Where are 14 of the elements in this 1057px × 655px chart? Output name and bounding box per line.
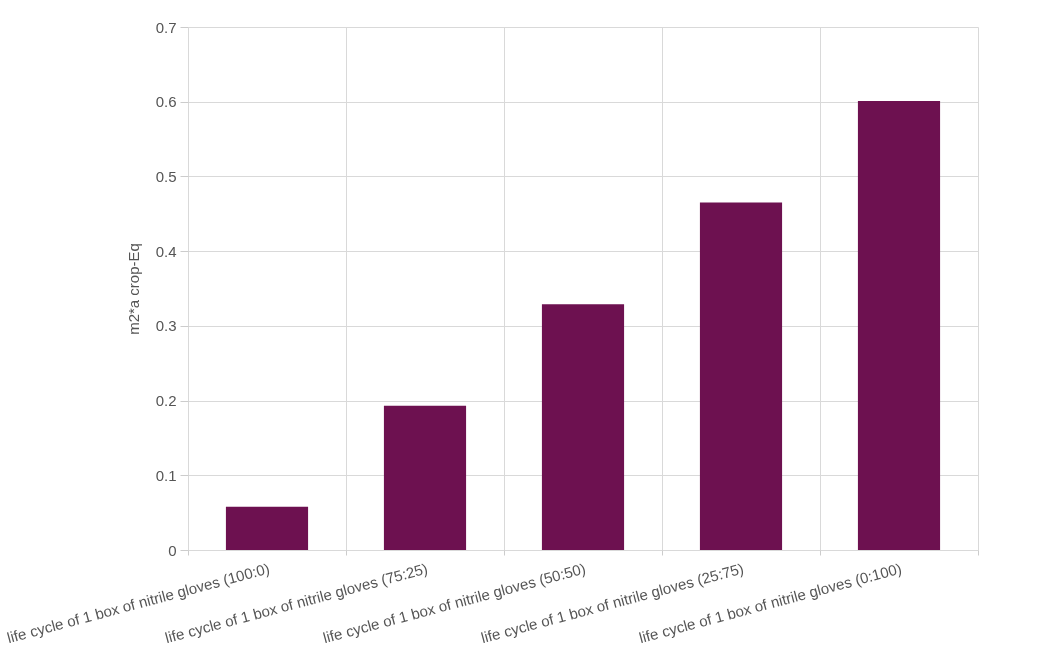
y-axis-title: m2*a crop-Eq bbox=[124, 243, 142, 335]
bar bbox=[225, 506, 309, 550]
bar bbox=[383, 405, 467, 550]
y-tick-label: 0.5 bbox=[155, 167, 177, 185]
y-tick-label: 0.2 bbox=[155, 392, 177, 410]
y-tick-label: 0.4 bbox=[155, 242, 177, 260]
bar bbox=[857, 100, 941, 550]
bar bbox=[699, 202, 783, 550]
y-tick-label: 0.1 bbox=[155, 466, 177, 484]
y-tick-label: 0.6 bbox=[155, 93, 177, 111]
bar bbox=[541, 304, 625, 550]
y-tick-label: 0.7 bbox=[155, 18, 177, 36]
y-tick-label: 0 bbox=[168, 541, 177, 559]
y-tick-label: 0.3 bbox=[155, 317, 177, 335]
